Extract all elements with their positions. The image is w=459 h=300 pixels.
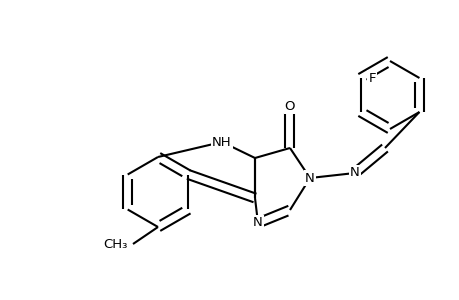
Text: F: F: [368, 71, 375, 85]
Text: N: N: [304, 172, 314, 184]
Text: N: N: [252, 217, 262, 230]
Text: NH: NH: [212, 136, 231, 148]
Text: O: O: [284, 100, 295, 113]
Text: CH₃: CH₃: [103, 238, 128, 250]
Text: N: N: [349, 167, 359, 179]
